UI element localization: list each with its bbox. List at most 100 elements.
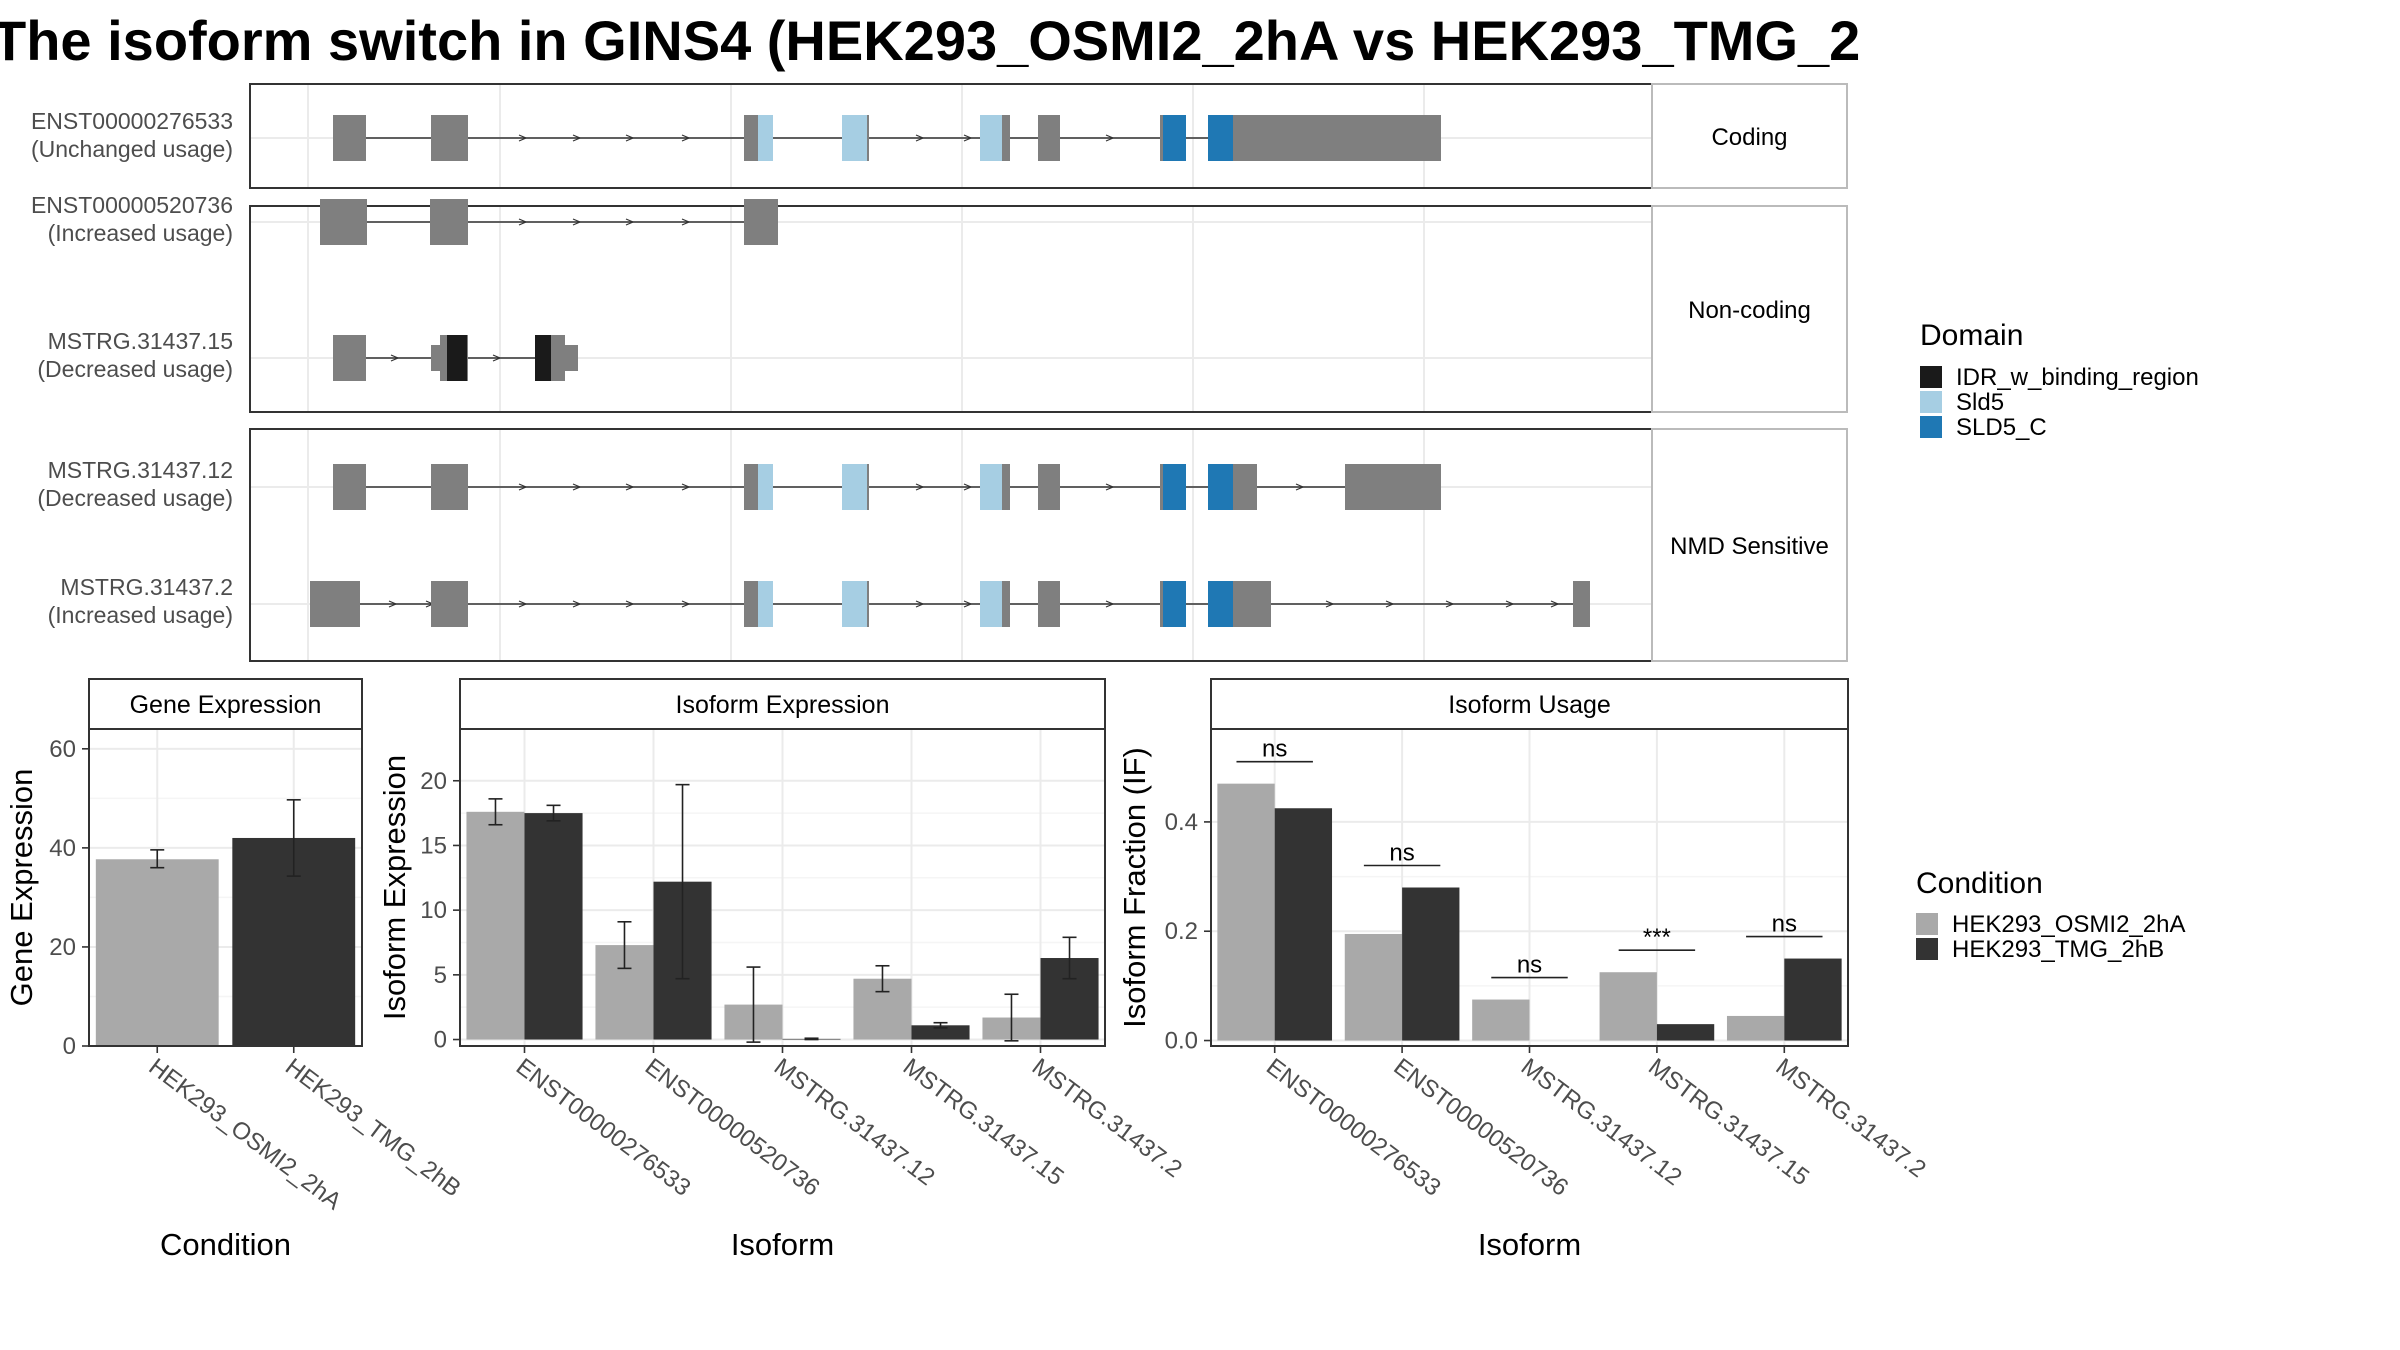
bar — [1656, 1024, 1715, 1041]
legend-label: IDR_w_binding_region — [1956, 364, 2199, 391]
isoform-usage-label: (Increased usage) — [48, 220, 233, 246]
strand-arrow — [572, 600, 582, 608]
strand-arrow — [1445, 600, 1455, 608]
strand-arrow — [1325, 600, 1335, 608]
bar — [1726, 1015, 1785, 1041]
y-axis-title: Isoform Fraction (IF) — [1117, 747, 1152, 1028]
bar — [1217, 783, 1275, 1041]
y-axis-title: Isoform Expression — [377, 755, 412, 1020]
bar — [95, 859, 219, 1046]
strip-box — [1651, 83, 1848, 189]
strand-arrow — [518, 218, 528, 226]
structure-panel-bg — [250, 206, 1652, 412]
exon — [333, 115, 366, 161]
domain-block — [758, 581, 773, 627]
exon — [1038, 464, 1060, 510]
strand-arrow — [963, 600, 973, 608]
exon — [430, 199, 468, 245]
strand-arrow — [625, 600, 635, 608]
strand-arrow — [681, 483, 691, 491]
y-axis-title: Gene Expression — [4, 769, 39, 1007]
legend-swatch — [1916, 938, 1938, 960]
y-tick-label: 0.4 — [1165, 809, 1198, 836]
isoform-track — [333, 335, 578, 381]
isoform-usage-label: (Decreased usage) — [37, 485, 233, 511]
exon — [1038, 581, 1060, 627]
x-axis-title: Isoform — [731, 1227, 834, 1262]
strip-box — [459, 678, 1106, 730]
bar — [466, 811, 525, 1040]
isoform-track — [320, 199, 778, 245]
y-tick-label: 10 — [420, 897, 447, 924]
strand-arrow — [625, 483, 635, 491]
exon — [1345, 464, 1441, 510]
domain-block — [1163, 464, 1186, 510]
isoform-track — [310, 581, 1590, 627]
legend-label: SLD5_C — [1956, 414, 2047, 441]
exon — [431, 581, 468, 627]
strip-label: Non-coding — [1688, 297, 1811, 324]
exon — [333, 464, 366, 510]
domain-block — [758, 115, 773, 161]
bar-panel — [82, 678, 363, 1053]
strand-arrow — [915, 134, 925, 142]
significance-label: *** — [1643, 924, 1671, 951]
strand-arrow — [1105, 134, 1115, 142]
x-axis-title: Condition — [160, 1227, 291, 1262]
y-tick-label: 20 — [49, 934, 76, 961]
strip-box — [1210, 678, 1849, 730]
bar — [1784, 958, 1842, 1041]
strand-arrow — [625, 134, 635, 142]
strand-arrow — [390, 354, 400, 362]
strand-arrow — [572, 134, 582, 142]
strip-label: NMD Sensitive — [1670, 533, 1829, 560]
domain-block — [842, 115, 867, 161]
domain-block — [1163, 581, 1186, 627]
exon — [744, 199, 778, 245]
exon — [1232, 115, 1441, 161]
strand-arrow — [518, 134, 528, 142]
y-tick-label: 40 — [49, 835, 76, 862]
strand-arrow — [518, 600, 528, 608]
bar — [1472, 999, 1530, 1041]
legend-label: HEK293_TMG_2hB — [1952, 936, 2164, 963]
exon — [1573, 581, 1590, 627]
domain-block — [980, 581, 1002, 627]
y-tick-label: 0.0 — [1165, 1028, 1198, 1055]
strand-arrow — [1295, 483, 1305, 491]
isoform-usage-label: (Increased usage) — [48, 602, 233, 628]
strand-arrow — [492, 354, 502, 362]
isoform-track — [333, 115, 1441, 161]
strand-arrow — [915, 483, 925, 491]
strand-arrow — [1105, 600, 1115, 608]
isoform-track — [333, 464, 1441, 510]
strip-label: Isoform Usage — [1448, 691, 1611, 719]
exon — [1232, 464, 1257, 510]
legend-title: Condition — [1916, 867, 2043, 900]
strand-arrow — [572, 483, 582, 491]
bar — [1274, 808, 1333, 1041]
strand-arrow — [388, 600, 398, 608]
exon — [1038, 115, 1060, 161]
strip-box — [1651, 428, 1848, 662]
exon — [1232, 581, 1271, 627]
strip-label: Isoform Expression — [676, 691, 890, 719]
exon — [320, 199, 367, 245]
domain-block — [758, 464, 773, 510]
domain-block — [1163, 115, 1186, 161]
strand-arrow — [681, 600, 691, 608]
isoform-id-label: ENST00000276533 — [31, 108, 233, 134]
strand-arrow — [915, 600, 925, 608]
exon — [310, 581, 360, 627]
significance-label: ns — [1262, 736, 1287, 763]
domain-block — [980, 464, 1002, 510]
y-tick-label: 0 — [63, 1033, 76, 1060]
isoform-id-label: MSTRG.31437.2 — [60, 574, 233, 600]
legend-title: Domain — [1920, 319, 2023, 352]
strand-arrow — [681, 218, 691, 226]
isoform-usage-label: (Decreased usage) — [37, 356, 233, 382]
y-tick-label: 0.2 — [1165, 918, 1198, 945]
y-tick-label: 60 — [49, 736, 76, 763]
